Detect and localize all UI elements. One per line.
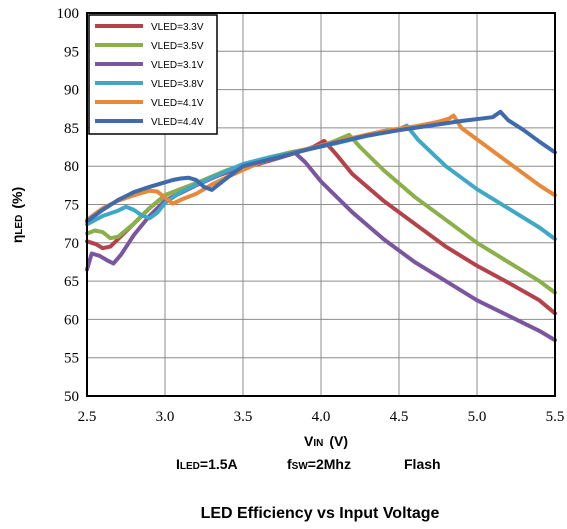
x-axis-title: VIN (V) [304,433,348,449]
y-tick-label: 75 [64,198,79,214]
condition-switching-frequency: fSW=2Mhz [287,456,351,472]
y-tick-label: 80 [64,159,79,175]
series-line-6 [85,109,557,224]
x-tick-label: 3.5 [234,409,253,425]
x-tick-label: 5.5 [546,409,565,425]
legend-label-3: VLED=3.1V [151,60,204,71]
series-line-4 [85,123,557,241]
y-tick-label: 55 [64,351,79,367]
legend-label-1: VLED=3.3V [151,22,204,33]
x-tick-label: 4.5 [390,409,409,425]
legend-label-2: VLED=3.5V [151,41,204,52]
condition-led-current: ILED=1.5A [176,456,238,472]
x-tick-label: 5.0 [468,409,487,425]
y-tick-label: 100 [57,6,80,22]
y-tick-label: 95 [64,44,79,60]
x-tick-label: 2.5 [78,409,97,425]
y-tick-labels: 50 55 60 65 70 75 80 85 90 95 100 [57,6,80,405]
y-tick-label: 70 [64,236,79,252]
series-curves [85,109,557,343]
legend-box [88,14,218,135]
chart-title: LED Efficiency vs Input Voltage [201,505,440,522]
x-tick-label: 3.0 [156,409,175,425]
y-tick-label: 60 [64,312,79,328]
x-tick-label: 4.0 [312,409,331,425]
y-axis-title: ηLED(%) [9,187,25,243]
legend-label-6: VLED=4.4V [151,117,204,128]
x-tick-labels: 2.5 3.0 3.5 4.0 4.5 5.0 5.5 [78,409,565,425]
condition-mode: Flash [404,456,441,472]
y-tick-label: 50 [64,389,79,405]
legend-label-4: VLED=3.8V [151,79,204,90]
legend-label-5: VLED=4.1V [151,98,204,109]
legend: VLED=3.3V VLED=3.5V VLED=3.1V VLED=3.8V VLED… [88,14,218,135]
y-tick-label: 85 [64,121,79,137]
plot-frame [86,12,556,397]
y-tick-label: 90 [64,83,79,99]
y-tick-label: 65 [64,274,79,290]
